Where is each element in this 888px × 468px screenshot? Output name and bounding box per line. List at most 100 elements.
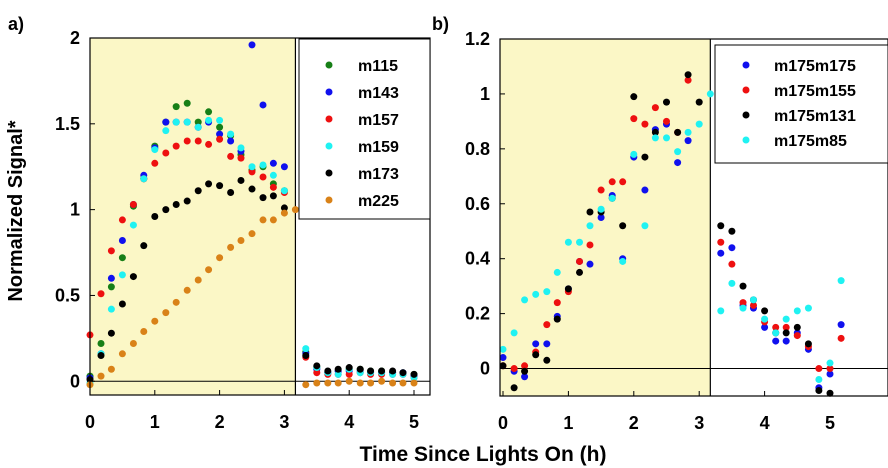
data-point [663, 98, 670, 106]
data-point [641, 186, 649, 194]
y-tick-label: 2 [70, 28, 80, 48]
data-point [410, 379, 418, 387]
data-point [641, 120, 649, 128]
data-point [630, 150, 638, 158]
data-point [162, 149, 170, 157]
data-point [151, 159, 159, 167]
data-point [564, 238, 572, 246]
data-point [205, 180, 213, 188]
data-point [205, 116, 213, 124]
legend-label: m175m85 [774, 133, 847, 150]
data-point [543, 340, 551, 348]
data-point [651, 134, 659, 142]
data-point [499, 345, 507, 353]
data-point [399, 379, 407, 387]
data-point [586, 260, 594, 268]
data-point [739, 304, 747, 312]
data-point [140, 242, 148, 250]
data-point [815, 365, 823, 373]
data-point [728, 279, 736, 287]
data-point [564, 285, 572, 293]
lights-on-shading [90, 38, 296, 395]
data-point [576, 268, 584, 276]
data-point [118, 216, 126, 224]
panel-label: a) [8, 14, 24, 34]
data-point [302, 381, 310, 389]
legend-marker [325, 88, 333, 96]
data-point [237, 144, 245, 152]
data-point [216, 254, 224, 262]
data-point [280, 163, 288, 171]
data-point [97, 352, 105, 360]
y-tick-label: 0 [70, 371, 80, 391]
data-point [674, 159, 682, 167]
legend-label: m143 [358, 85, 399, 102]
data-point [651, 104, 659, 112]
data-point [543, 356, 551, 364]
data-point [717, 238, 725, 246]
data-point [172, 103, 180, 111]
data-point [248, 230, 256, 238]
data-point [367, 379, 375, 387]
x-tick-label: 0 [498, 413, 508, 433]
data-point [543, 321, 551, 329]
data-point [576, 257, 584, 265]
data-point [793, 332, 801, 340]
data-point [521, 362, 529, 370]
data-point [815, 387, 823, 395]
data-point [227, 243, 235, 251]
data-point [815, 376, 823, 384]
data-point [749, 301, 757, 309]
data-point [107, 305, 115, 313]
legend: m115 m143 m157 m159 m173 m225 [298, 38, 431, 220]
panel-a: 0 1 2 3 4 5 0 0.5 1 1.5 2 a) m115 m143 m157 m159 m173 m22… [8, 14, 431, 432]
data-point [782, 315, 790, 323]
x-tick-label: 3 [694, 413, 704, 433]
data-point [826, 370, 834, 378]
data-point [248, 41, 256, 49]
data-point [291, 206, 299, 214]
data-point [389, 367, 397, 375]
data-point [586, 208, 594, 216]
data-point [183, 137, 191, 145]
data-point [389, 379, 397, 387]
data-point [782, 323, 790, 331]
data-point [302, 345, 310, 353]
y-tick-label: 0.6 [465, 194, 490, 214]
series-m175m85 [499, 90, 845, 384]
data-point [576, 238, 584, 246]
data-point [345, 364, 353, 372]
x-tick-label: 4 [344, 412, 354, 432]
data-point [194, 187, 202, 195]
data-point [553, 268, 561, 276]
data-point [663, 134, 670, 142]
data-point [237, 176, 245, 184]
data-point [216, 182, 224, 190]
y-tick-label: 1.2 [465, 29, 490, 49]
data-point [674, 148, 682, 156]
data-point [356, 379, 364, 387]
data-point [334, 370, 342, 378]
x-tick-label: 3 [279, 412, 289, 432]
data-point [510, 384, 518, 392]
x-axis-label: Time Since Lights On (h) [360, 443, 607, 466]
data-point [410, 370, 418, 378]
data-point [521, 296, 529, 304]
data-point [324, 379, 332, 387]
axes-frame [499, 38, 888, 397]
data-point [259, 173, 267, 181]
data-point [706, 90, 714, 98]
data-point [118, 300, 126, 308]
data-point [140, 175, 148, 183]
y-tick-label: 0.5 [55, 285, 80, 305]
x-tick-label: 4 [760, 413, 770, 433]
panel-label: b) [432, 14, 449, 34]
data-point [597, 186, 605, 194]
data-point [107, 274, 115, 282]
data-point [793, 307, 801, 315]
y-axis-label: Normalized Signal* [5, 120, 27, 301]
legend-label: m115 [358, 58, 398, 75]
y-tick-label: 0.8 [465, 139, 490, 159]
data-point [837, 334, 845, 342]
data-point [772, 323, 780, 331]
